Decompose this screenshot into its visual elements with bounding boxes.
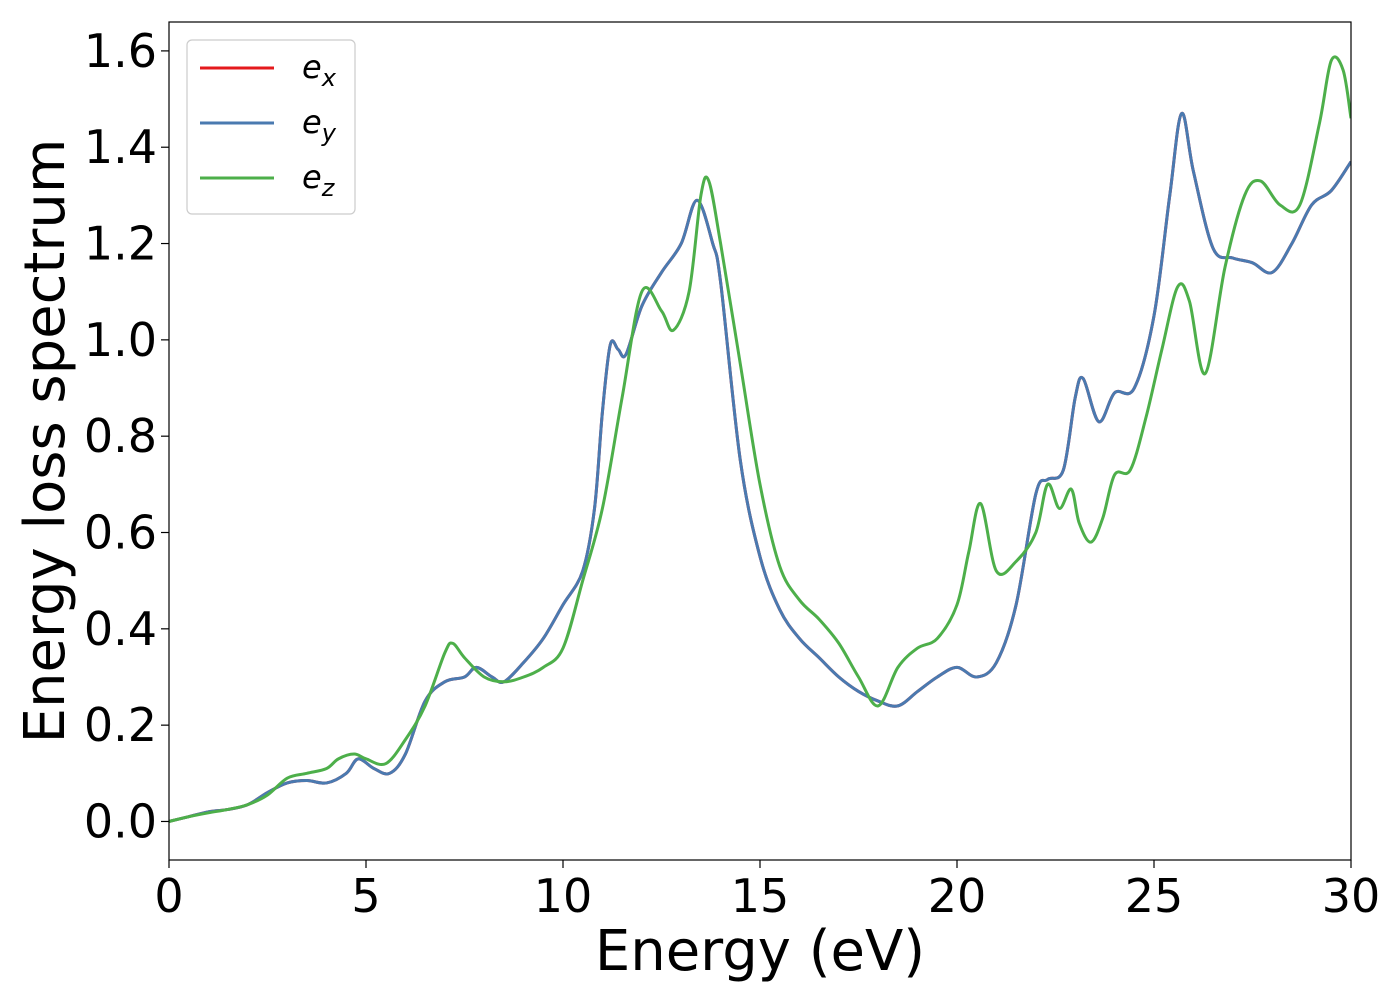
y-tick-label: 0.8 xyxy=(84,409,157,463)
series-line-y xyxy=(169,111,1351,823)
x-tick-label: 25 xyxy=(1125,869,1184,923)
x-tick-label: 15 xyxy=(731,869,790,923)
series-line-z xyxy=(169,55,1351,823)
x-tick-label: 0 xyxy=(154,869,183,923)
y-axis-title: Energy loss spectrum xyxy=(13,139,78,744)
legend-label-z: ez xyxy=(302,158,336,202)
legend-label-subscript: y xyxy=(321,119,337,147)
y-tick-label: 1.4 xyxy=(84,120,157,174)
x-tick-label: 10 xyxy=(534,869,593,923)
x-axis: 0 5 10 15 20 25 30 xyxy=(154,860,1380,923)
legend-label-y: ey xyxy=(302,103,337,147)
legend-label-subscript: x xyxy=(321,64,337,92)
series-layer xyxy=(169,55,1351,823)
legend-label-base: e xyxy=(302,48,322,86)
x-tick-label: 30 xyxy=(1322,869,1381,923)
legend-label-x: ex xyxy=(302,48,337,92)
y-tick-label: 1.0 xyxy=(84,313,157,367)
x-tick-label: 20 xyxy=(928,869,987,923)
y-axis: 0.0 0.2 0.4 0.6 0.8 1.0 1.2 1.4 1.6 xyxy=(84,24,169,848)
legend-label-subscript: z xyxy=(321,174,336,202)
y-tick-label: 0.2 xyxy=(84,698,157,752)
legend-label-base: e xyxy=(302,158,322,196)
x-tick-label: 5 xyxy=(351,869,380,923)
y-tick-label: 1.6 xyxy=(84,24,157,78)
y-tick-label: 0.4 xyxy=(84,602,157,656)
y-tick-label: 1.2 xyxy=(84,217,157,271)
legend-label-base: e xyxy=(302,103,322,141)
y-tick-label: 0.6 xyxy=(84,506,157,560)
x-axis-title: Energy (eV) xyxy=(595,919,925,984)
y-tick-label: 0.0 xyxy=(84,794,157,848)
legend-box xyxy=(186,39,356,215)
